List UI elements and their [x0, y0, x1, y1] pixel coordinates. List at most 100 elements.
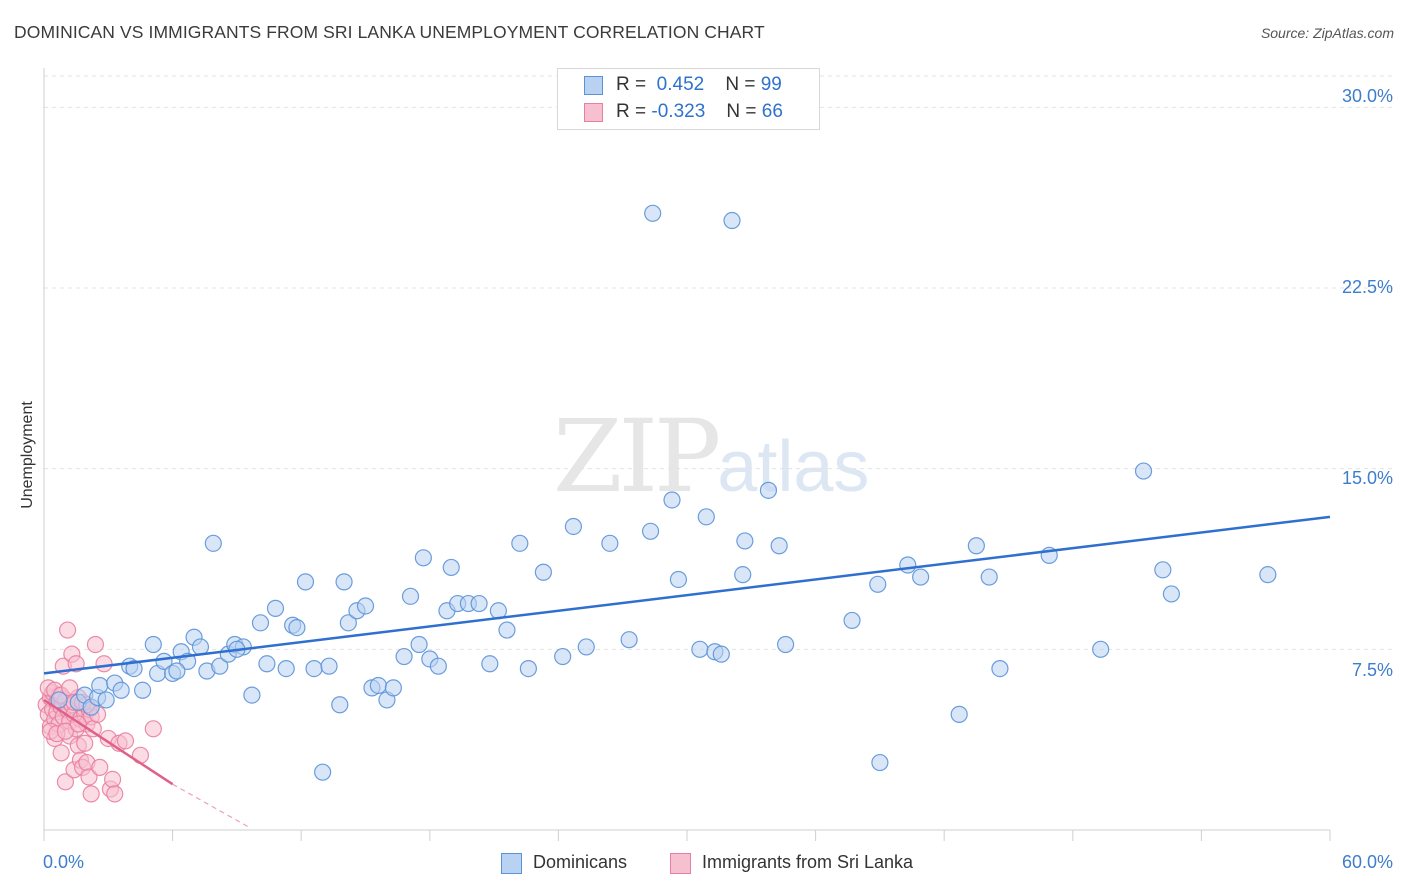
- dominican-point: [869, 575, 887, 593]
- dominican-point: [384, 679, 402, 697]
- dominican-point: [1162, 585, 1180, 603]
- dominican-point: [320, 657, 338, 675]
- dominican-point: [356, 597, 375, 615]
- dominican-point: [1259, 566, 1277, 584]
- dominican-point: [734, 566, 752, 584]
- dominican-point: [266, 599, 285, 617]
- dominican-point: [577, 638, 595, 656]
- dominican-point: [429, 657, 447, 675]
- dominican-point: [50, 691, 68, 709]
- dominican-point: [335, 573, 353, 591]
- dominican-point: [144, 635, 162, 654]
- source-label: Source: ZipAtlas.com: [1260, 25, 1394, 41]
- sri-lanka-trend-line: [43, 698, 174, 786]
- legend-n-label: N =: [725, 74, 756, 95]
- dominican-point: [967, 537, 985, 555]
- dominican-point: [395, 647, 413, 666]
- bottom-legend-swatch-blue: [501, 853, 522, 874]
- dominican-point: [331, 696, 349, 714]
- correlation-legend: R = 0.452 N = 99 R = -0.323 N = 66: [557, 68, 820, 130]
- dominican-point: [980, 568, 998, 586]
- dominican-point: [511, 534, 529, 552]
- dominican-point: [296, 573, 315, 591]
- dominican-point: [991, 660, 1009, 678]
- dominican-point: [112, 681, 130, 699]
- dominican-point: [401, 587, 420, 605]
- sri-lanka-point: [76, 734, 94, 752]
- dominican-point: [899, 556, 917, 574]
- dominican-point: [691, 640, 709, 658]
- dominican-point: [770, 537, 788, 555]
- dominican-point: [481, 655, 499, 673]
- dominican-point: [243, 686, 261, 704]
- dominican-point: [736, 532, 754, 550]
- dominican-point: [369, 676, 387, 695]
- dominican-point: [414, 549, 432, 567]
- dominican-point: [442, 558, 460, 577]
- dominican-point: [204, 534, 222, 552]
- chart-title: DOMINICAN VS IMMIGRANTS FROM SRI LANKA U…: [14, 22, 765, 42]
- y-tick-label-22-5: 22.5%: [1341, 277, 1393, 297]
- dominican-point: [663, 491, 681, 509]
- sri-lanka-point: [56, 722, 75, 740]
- dominican-point: [91, 676, 109, 695]
- dominican-point: [759, 481, 778, 499]
- y-tick-label-7-5: 7.5%: [1351, 660, 1393, 680]
- dominican-point: [470, 594, 488, 613]
- sri-lanka-point: [95, 655, 113, 673]
- legend-r-value: -0.323: [651, 101, 706, 122]
- dominican-point: [644, 204, 662, 222]
- dominican-point: [410, 635, 428, 654]
- legend-n-value: 99: [760, 74, 782, 95]
- dominican-point: [712, 645, 730, 663]
- legend-r-label: R =: [616, 101, 647, 122]
- dominican-point: [498, 621, 516, 639]
- dominican-point: [339, 614, 357, 632]
- sri-lanka-point: [86, 635, 105, 654]
- watermark: ZIPatlas: [553, 398, 869, 515]
- x-tick-label-min: 0.0%: [43, 852, 85, 872]
- bottom-legend-swatch-pink: [670, 853, 691, 874]
- sri-lanka-point: [103, 770, 122, 789]
- dominican-point: [1134, 462, 1153, 480]
- dominican-point: [912, 568, 930, 586]
- legend-swatch-blue: [584, 76, 603, 95]
- sri-lanka-point: [82, 785, 100, 803]
- dominican-point: [251, 614, 270, 632]
- dominican-point: [125, 660, 143, 678]
- dominican-point: [620, 631, 638, 649]
- sri-lanka-trend-extension: [172, 783, 251, 829]
- y-tick-label-30: 30.0%: [1341, 86, 1393, 106]
- dominican-point: [133, 681, 152, 699]
- dominican-point: [601, 534, 619, 552]
- bottom-legend-label: Immigrants from Sri Lanka: [702, 852, 914, 872]
- dominican-point: [305, 660, 323, 678]
- dominican-point: [641, 522, 660, 540]
- dominican-point: [519, 660, 537, 678]
- legend-r-value: 0.452: [656, 74, 705, 95]
- dominican-point: [669, 570, 688, 589]
- dominican-point: [871, 753, 889, 772]
- legend-swatch-pink: [584, 103, 603, 122]
- x-tick-label-max: 60.0%: [1341, 852, 1393, 872]
- dominican-point: [554, 647, 572, 666]
- watermark-atlas: atlas: [717, 427, 870, 507]
- dominican-point: [843, 611, 861, 630]
- dominicans-trend-line: [43, 515, 1331, 675]
- sri-lanka-point: [80, 768, 98, 786]
- dominican-point: [211, 657, 229, 675]
- sri-lanka-point: [116, 732, 135, 750]
- sri-lanka-point: [106, 785, 124, 803]
- sri-lanka-point: [52, 744, 70, 762]
- dominican-point: [97, 691, 115, 709]
- dominican-point: [776, 635, 795, 654]
- legend-n-value: 66: [761, 101, 783, 122]
- sri-lanka-point: [58, 621, 77, 639]
- y-axis-label: Unemployment: [19, 401, 36, 509]
- bottom-legend-label: Dominicans: [533, 852, 628, 872]
- dominican-point: [950, 705, 968, 723]
- legend-r-label: R =: [616, 74, 647, 95]
- dominican-point: [723, 211, 741, 230]
- sri-lanka-point: [56, 773, 75, 791]
